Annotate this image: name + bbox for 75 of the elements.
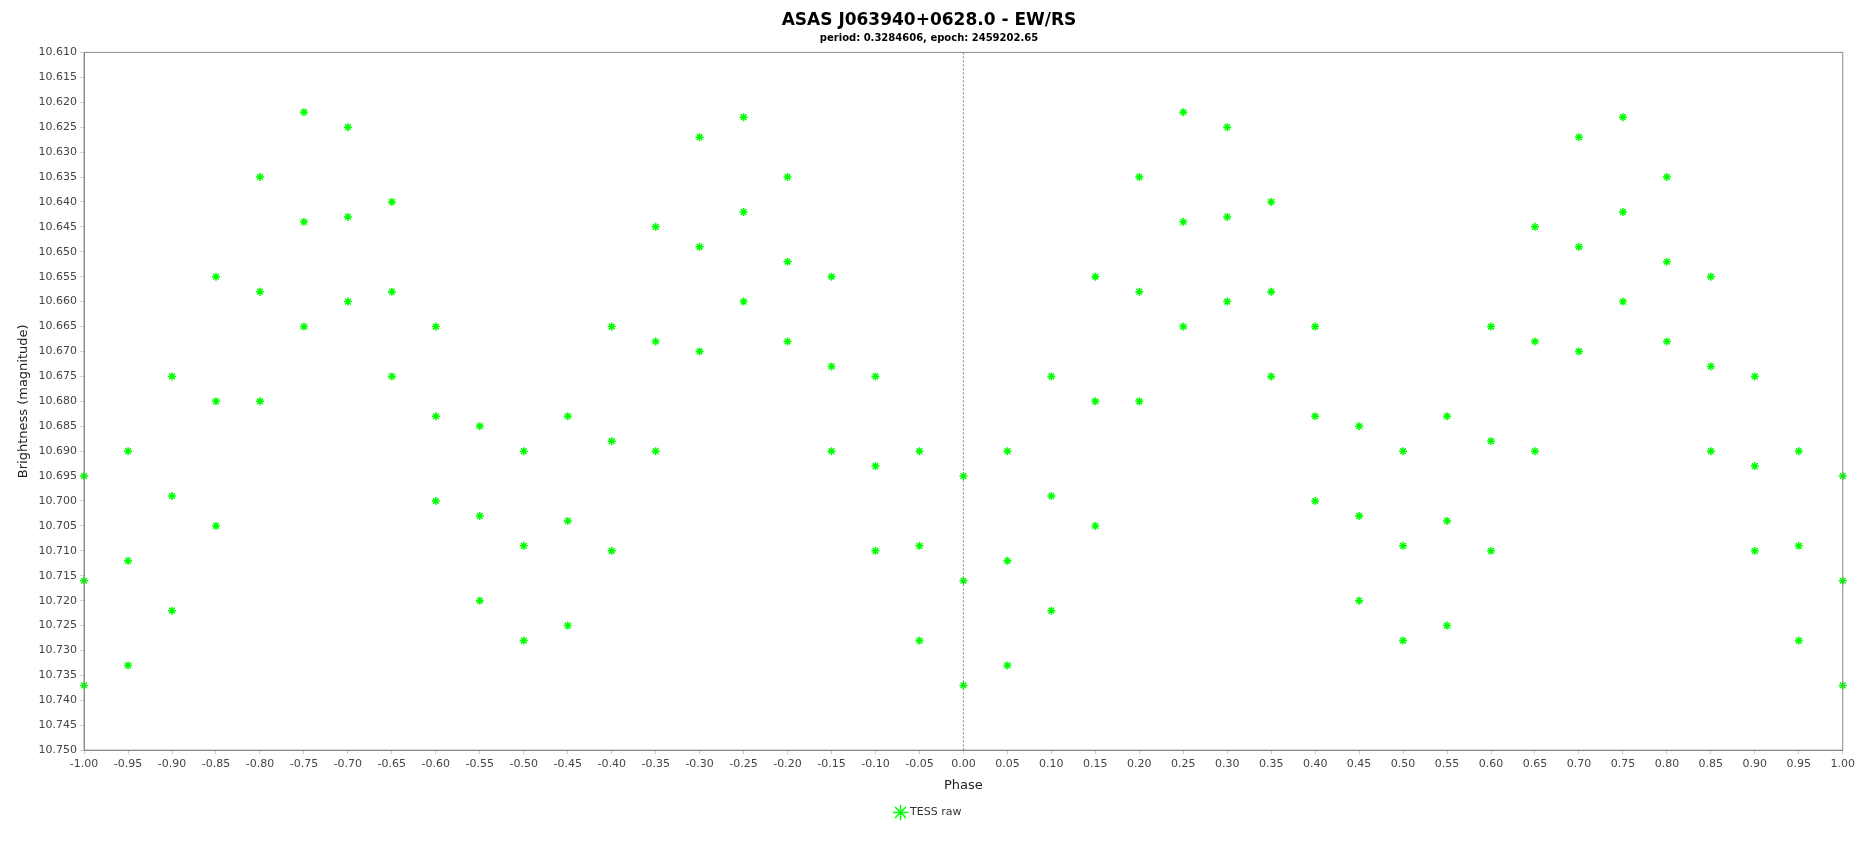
x-tick-label: 0.15 <box>1083 756 1108 770</box>
y-tick-label: 10.720 <box>38 593 78 607</box>
x-tick-label: 1.00 <box>1830 756 1855 770</box>
y-tick-label: 10.630 <box>38 144 78 158</box>
x-tick-label: -0.30 <box>685 756 714 770</box>
y-tick-label: 10.615 <box>38 70 78 84</box>
x-tick-label: -0.50 <box>509 756 538 770</box>
x-tick-label: 0.30 <box>1214 756 1240 770</box>
y-tick-label: 10.740 <box>38 693 78 707</box>
x-tick-label: 0.45 <box>1346 756 1372 770</box>
x-tick-label: 0.55 <box>1434 756 1460 770</box>
x-tick-label: 0.95 <box>1786 756 1812 770</box>
y-tick-label: 10.715 <box>38 568 78 582</box>
x-tick-label: 0.75 <box>1610 756 1636 770</box>
x-tick-label: -0.85 <box>201 756 231 770</box>
y-tick-label: 10.640 <box>38 194 78 208</box>
x-tick-label: 0.10 <box>1039 756 1064 770</box>
y-tick-label: 10.750 <box>38 743 78 757</box>
x-tick-label: -0.45 <box>553 756 582 770</box>
y-tick-label: 10.730 <box>38 643 78 657</box>
y-tick-label: 10.625 <box>38 120 78 134</box>
y-axis-title: Brightness (magnitude) <box>15 324 31 479</box>
y-tick-label: 10.670 <box>38 344 78 358</box>
y-tick-label: 10.685 <box>38 419 78 433</box>
x-tick-label: -0.20 <box>773 756 802 770</box>
y-tick-label: 10.660 <box>38 294 78 308</box>
x-tick-label: 0.85 <box>1698 756 1724 770</box>
x-tick-label: 0.80 <box>1654 756 1680 770</box>
x-tick-label: -0.80 <box>245 756 275 770</box>
y-tick-label: 10.680 <box>38 394 78 408</box>
x-tick-label: 0.90 <box>1742 756 1768 770</box>
x-tick-label: 0.20 <box>1127 756 1152 770</box>
x-tick-label: 0.70 <box>1566 756 1592 770</box>
x-tick-label: -0.70 <box>333 756 363 770</box>
y-tick-label: 10.665 <box>38 319 78 333</box>
x-axis-title: Phase <box>944 776 983 792</box>
chart-subtitle: period: 0.3284606, epoch: 2459202.65 <box>819 31 1039 43</box>
x-tick-label: 0.60 <box>1478 756 1504 770</box>
x-tick-label: -0.90 <box>157 756 187 770</box>
x-tick-label: -0.15 <box>817 756 846 770</box>
y-tick-label: 10.745 <box>38 718 78 732</box>
x-tick-label: 0.25 <box>1171 756 1196 770</box>
y-tick-label: 10.635 <box>38 169 78 183</box>
y-tick-label: 10.690 <box>38 444 78 457</box>
y-tick-label: 10.655 <box>38 269 78 283</box>
y-tick-label: 10.620 <box>38 95 78 109</box>
x-tick-label: 0.00 <box>951 756 976 770</box>
x-tick-label: 0.50 <box>1390 756 1416 770</box>
x-tick-label: -0.65 <box>377 756 407 770</box>
y-tick-label: 10.675 <box>38 369 78 383</box>
y-tick-label: 10.725 <box>38 618 78 632</box>
x-tick-label: 0.05 <box>995 756 1020 770</box>
y-tick-label: 10.735 <box>38 668 78 682</box>
y-tick-label: 10.700 <box>38 493 78 507</box>
x-tick-label: -0.35 <box>641 756 670 770</box>
y-tick-label: 10.610 <box>38 45 78 59</box>
y-tick-label: 10.710 <box>38 543 78 557</box>
x-tick-label: 0.35 <box>1258 756 1284 770</box>
legend-label: TESS raw <box>909 805 962 819</box>
x-tick-label: -0.05 <box>905 756 934 770</box>
x-tick-label: -0.40 <box>597 756 626 770</box>
chart-title: ASAS J063940+0628.0 - EW/RS <box>781 8 1077 29</box>
y-tick-label: 10.645 <box>38 219 78 233</box>
x-tick-label: 0.40 <box>1302 756 1328 770</box>
x-tick-label: -0.75 <box>289 756 319 770</box>
x-tick-label: -1.00 <box>69 756 99 770</box>
x-tick-label: -0.25 <box>729 756 758 770</box>
y-tick-label: 10.705 <box>38 518 78 532</box>
x-tick-label: -0.95 <box>113 756 143 770</box>
x-tick-label: -0.60 <box>421 756 451 770</box>
x-tick-label: -0.55 <box>465 756 495 770</box>
x-tick-label: 0.65 <box>1522 756 1548 770</box>
x-tick-label: -0.10 <box>861 756 890 770</box>
y-tick-label: 10.695 <box>38 468 78 482</box>
y-tick-label: 10.650 <box>38 244 78 258</box>
